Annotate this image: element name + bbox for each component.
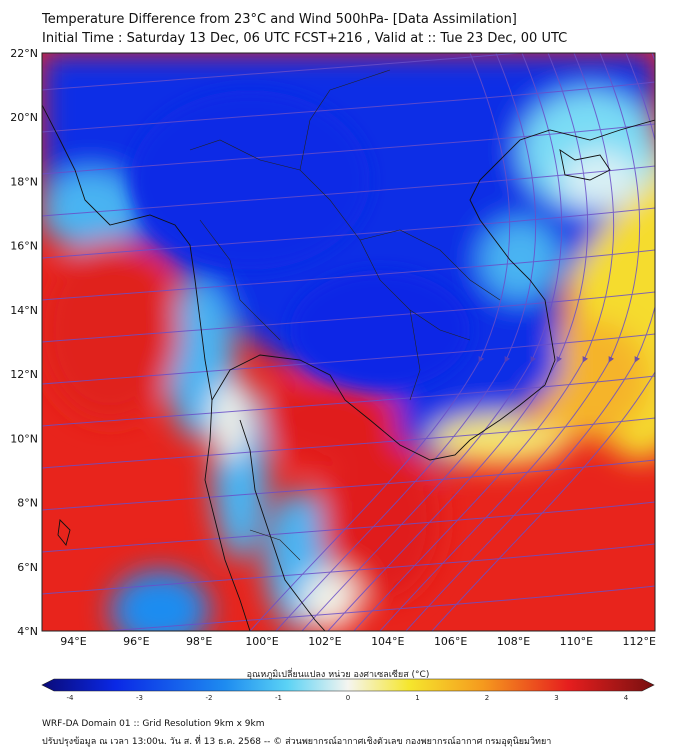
colorbar-tick: 4: [624, 694, 629, 700]
streamline: [42, 291, 655, 343]
streamline: [42, 375, 655, 427]
country-borders: [189, 69, 501, 561]
lon-label: 104°E: [371, 635, 404, 648]
lat-label: 14°N: [10, 304, 38, 317]
streamline: [42, 501, 655, 553]
streamline: [100, 585, 655, 631]
colorbar-tick: -2: [206, 694, 213, 700]
latitude-labels: 22°N 20°N 18°N 16°N 14°N 12°N 10°N 8°N 6°N 4°N: [10, 47, 38, 638]
streamline: [42, 333, 655, 385]
colorbar-tick: 3: [554, 694, 558, 700]
colorbar-ticks: -4 -3 -2 -1 0 1 2 3 4: [67, 694, 629, 700]
lon-label: 112°E: [623, 635, 656, 648]
lat-label: 12°N: [10, 368, 38, 381]
streamline: [42, 459, 655, 511]
lon-label: 96°E: [123, 635, 149, 648]
colorbar-tick: -1: [275, 694, 282, 700]
streamline: [275, 53, 537, 631]
lon-label: 98°E: [186, 635, 212, 648]
streamline: [42, 165, 655, 217]
temperature-field: [42, 53, 655, 631]
lon-label: 108°E: [497, 635, 530, 648]
streamline: [42, 249, 655, 301]
streamline: [42, 123, 655, 175]
map-subtitle: Initial Time : Saturday 13 Dec, 06 UTC F…: [42, 31, 568, 46]
streamline: [42, 53, 526, 91]
streamline: [353, 53, 615, 631]
lat-label: 18°N: [10, 175, 38, 188]
lat-label: 8°N: [17, 497, 38, 510]
footer-credits: ปรับปรุงข้อมูล ณ เวลา 13:00น. วัน ส. ที่…: [42, 737, 552, 747]
streamline: [379, 53, 641, 631]
lon-label: 106°E: [434, 635, 467, 648]
lat-label: 4°N: [17, 625, 38, 638]
colorbar-tick: -4: [67, 694, 75, 700]
lon-label: 102°E: [308, 635, 341, 648]
lat-label: 20°N: [10, 111, 38, 124]
lon-label: 110°E: [560, 635, 593, 648]
lat-label: 16°N: [10, 240, 38, 253]
map-frame: [41, 52, 656, 632]
streamline: [327, 53, 589, 631]
colorbar-tick: -3: [136, 694, 143, 700]
lon-label: 94°E: [60, 635, 86, 648]
streamline: [431, 53, 655, 631]
colorbar-tick: 0: [346, 694, 350, 700]
lon-label: 100°E: [245, 635, 278, 648]
streamline: [42, 81, 655, 133]
wind-streamlines: [42, 53, 655, 631]
streamline: [42, 543, 655, 595]
lat-label: 10°N: [10, 432, 38, 445]
lat-label: 6°N: [17, 561, 38, 574]
colorbar-tick: 1: [415, 694, 419, 700]
colorbar-tick: 2: [485, 694, 489, 700]
streamline: [249, 53, 511, 631]
coastlines: [42, 104, 655, 631]
map-title: Temperature Difference from 23°C and Win…: [42, 12, 517, 27]
streamline: [301, 53, 563, 631]
lat-label: 22°N: [10, 47, 38, 60]
colorbar-title: อุณหภูมิเปลี่ยนแปลง หน่วย องศาเซลเซียส (…: [246, 670, 430, 680]
footer-model-info: WRF-DA Domain 01 :: Grid Resolution 9km …: [42, 719, 265, 729]
colorbar: -4 -3 -2 -1 0 1 2 3 4: [41, 678, 655, 700]
temperature-wind-map: 22°N 20°N 18°N 16°N 14°N 12°N 10°N 8°N 6°N 4°N 94…: [10, 47, 656, 700]
streamline: [405, 53, 655, 631]
longitude-labels: 94°E 96°E 98°E 100°E 102°E 104°E 106°E 108°E 110…: [60, 635, 656, 648]
